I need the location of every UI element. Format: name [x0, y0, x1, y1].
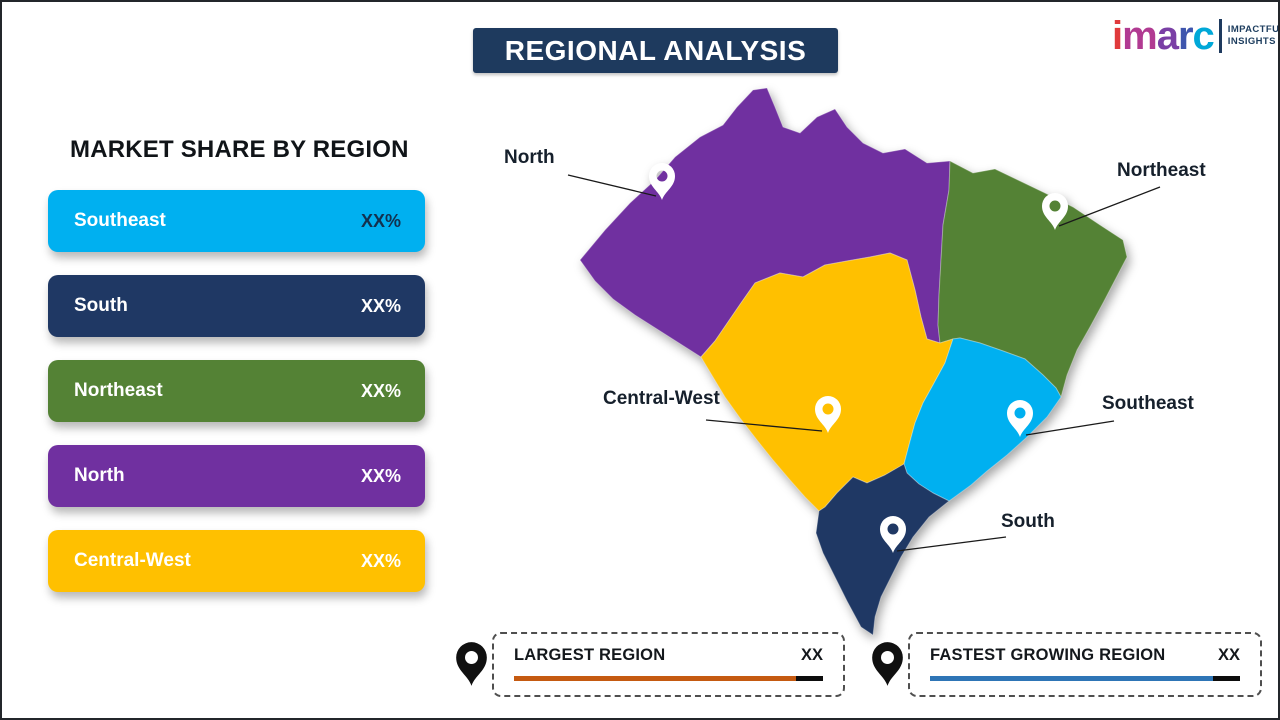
fastest-growing-region-pin-icon — [872, 642, 903, 686]
share-bar-value: XX% — [360, 550, 401, 571]
brazil-map — [567, 87, 1161, 636]
share-bar-label: Northeast — [74, 380, 163, 401]
logo-tagline-line2: INSIGHTS — [1227, 36, 1276, 47]
underline-blue-segment — [930, 676, 1213, 681]
imarc-logo: imarc IMPACTFUL INSIGHTS — [1112, 16, 1280, 56]
underline-orange-segment — [514, 676, 796, 681]
logo-letter: a — [1156, 14, 1179, 58]
logo-letter: m — [1122, 14, 1158, 58]
fastest-growing-region-value: XX — [1217, 646, 1240, 664]
largest-region-value: XX — [800, 646, 823, 664]
largest-region-callout: LARGEST REGION XX — [492, 632, 845, 697]
underline-black-segment — [796, 676, 823, 681]
southeast-leader-line — [1025, 420, 1115, 436]
largest-region-label: LARGEST REGION — [514, 646, 666, 664]
share-bar-north: North XX% — [48, 445, 425, 507]
fastest-growing-region-callout: FASTEST GROWING REGION XX — [908, 632, 1262, 697]
share-bar-label: Southeast — [74, 210, 166, 231]
share-bar-central-west: Central-West XX% — [48, 530, 425, 592]
southeast-pin-icon — [1007, 400, 1033, 437]
share-bar-value: XX% — [360, 295, 401, 316]
logo-letter: c — [1192, 14, 1215, 58]
logo-divider — [1218, 19, 1222, 53]
central-west-leader-line — [705, 419, 823, 432]
largest-region-pin-icon — [456, 642, 487, 686]
map-label-central-west: Central-West — [603, 388, 720, 409]
south-pin-icon — [880, 516, 906, 553]
fastest-growing-region-label: FASTEST GROWING REGION — [930, 646, 1166, 664]
market-share-panel: MARKET SHARE BY REGION Southeast XX% Sou… — [48, 136, 425, 615]
page-title-text: REGIONAL ANALYSIS — [504, 34, 807, 66]
northeast-leader-line — [1058, 186, 1161, 227]
share-bar-northeast: Northeast XX% — [48, 360, 425, 422]
fastest-growing-region-underline — [930, 676, 1240, 681]
map-label-south: South — [1001, 511, 1055, 532]
share-bar-value: XX% — [360, 465, 401, 486]
largest-region-underline — [514, 676, 823, 681]
map-region-south — [815, 463, 950, 636]
share-bar-value: XX% — [360, 380, 401, 401]
logo-letter: r — [1177, 14, 1194, 58]
imarc-logo-wordmark: imarc — [1112, 14, 1215, 58]
map-label-north: North — [504, 147, 555, 168]
share-bar-label: South — [74, 295, 128, 316]
logo-tagline-line1: IMPACTFUL — [1227, 24, 1280, 35]
market-share-heading: MARKET SHARE BY REGION — [70, 136, 409, 163]
northeast-pin-icon — [1042, 193, 1068, 230]
share-bar-label: Central-West — [74, 550, 191, 571]
share-bar-south: South XX% — [48, 275, 425, 337]
share-bar-value: XX% — [360, 210, 401, 231]
north-pin-icon — [649, 163, 675, 200]
central-west-pin-icon — [815, 396, 841, 433]
map-label-southeast: Southeast — [1102, 393, 1194, 414]
logo-letter: i — [1112, 14, 1123, 58]
underline-black-segment — [1213, 676, 1240, 681]
share-bar-label: North — [74, 465, 125, 486]
logo-tagline: IMPACTFUL INSIGHTS — [1228, 24, 1280, 48]
share-bar-southeast: Southeast XX% — [48, 190, 425, 252]
map-label-northeast: Northeast — [1117, 160, 1206, 181]
north-leader-line — [567, 174, 657, 197]
page-title: REGIONAL ANALYSIS — [473, 28, 838, 73]
map-region-southeast — [903, 337, 1062, 502]
south-leader-line — [896, 536, 1007, 552]
